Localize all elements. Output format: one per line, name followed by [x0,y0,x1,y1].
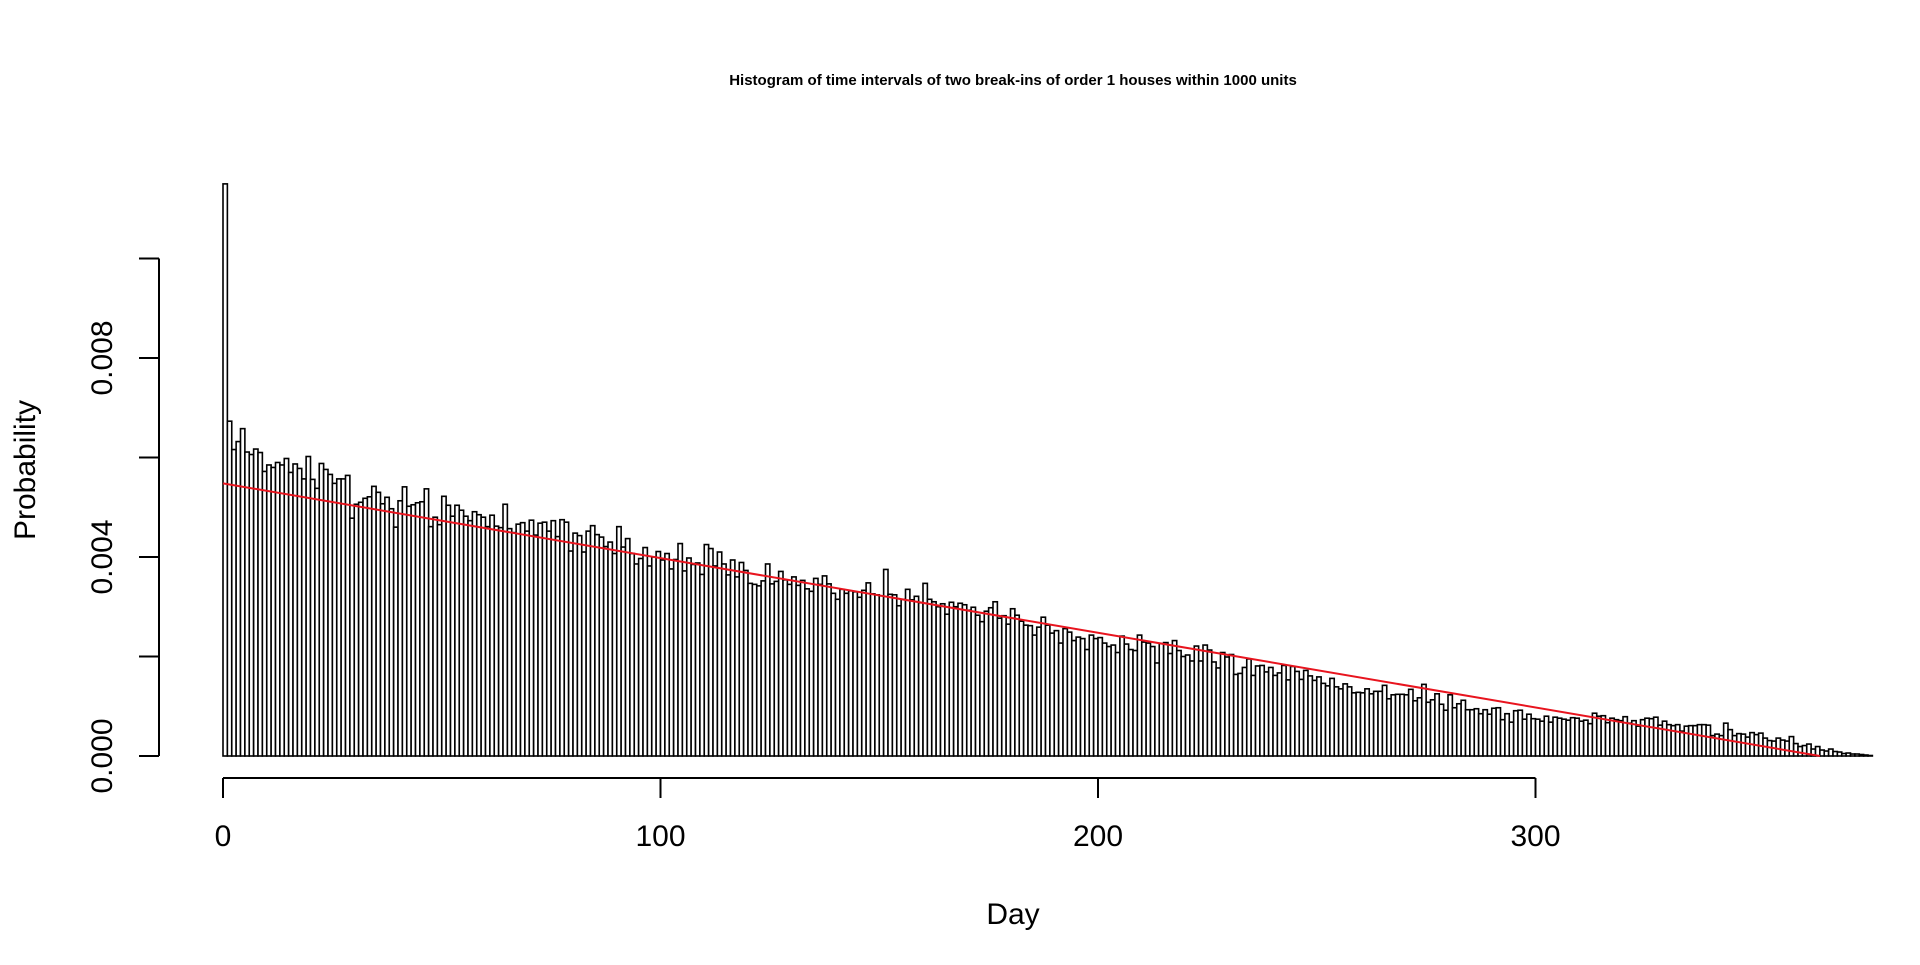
x-tick-label: 200 [1073,820,1123,853]
x-axis: 0 100 200 300 [215,778,1561,853]
histogram-bars [223,184,1872,756]
y-axis-title: Probability [9,400,42,540]
chart-title: Histogram of time intervals of two break… [729,72,1297,89]
x-tick-label: 300 [1510,820,1560,853]
x-tick-label: 0 [215,820,232,853]
y-tick-label: 0.000 [86,718,119,793]
y-tick-label: 0.004 [86,519,119,594]
x-tick-label: 100 [635,820,685,853]
y-tick-label: 0.008 [86,320,119,395]
x-axis-title: Day [986,898,1039,931]
y-axis: 0.000 0.004 0.008 [86,259,159,794]
